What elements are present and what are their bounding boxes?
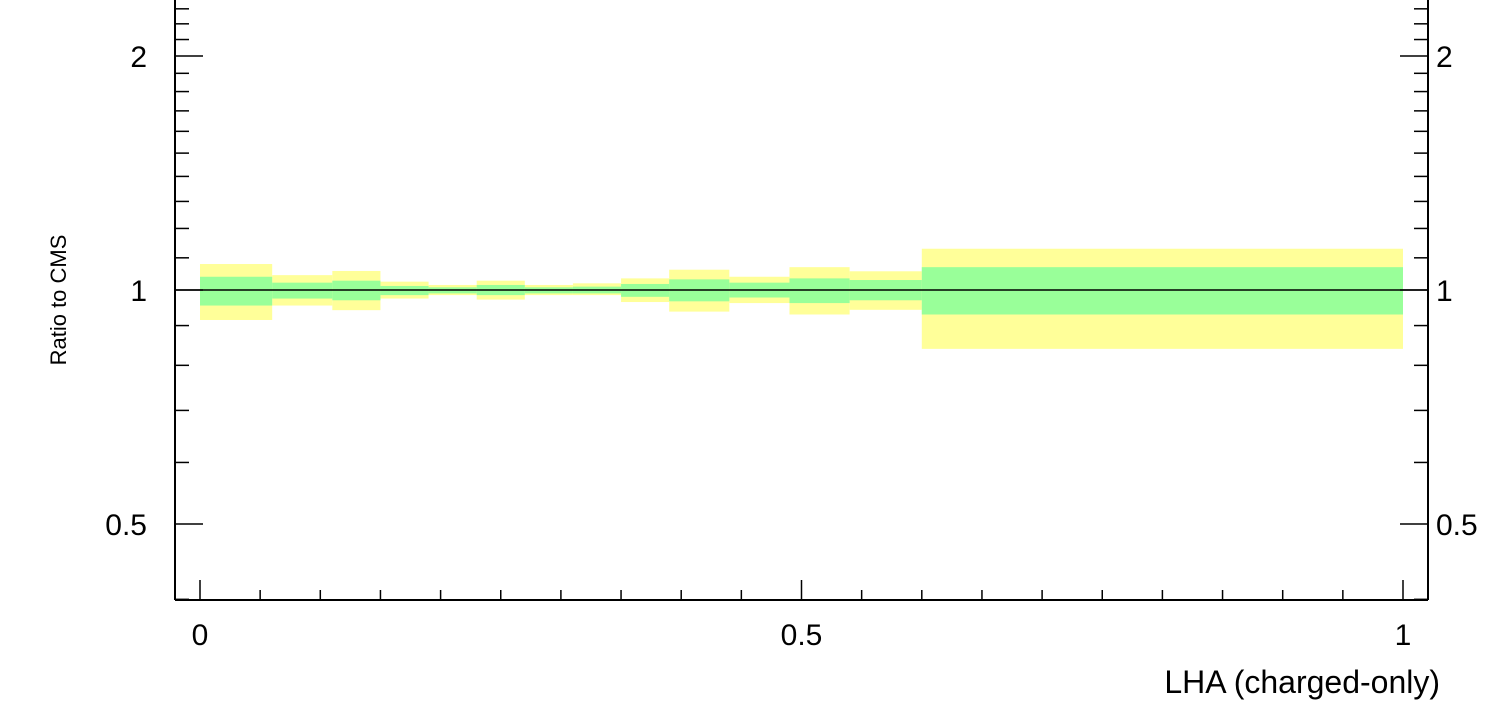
- x-tick-label: 1: [1395, 619, 1412, 652]
- axis-ticks: [175, 8, 1428, 601]
- y-axis-title: Ratio to CMS: [46, 235, 71, 366]
- y-tick-label-left: 0.5: [105, 509, 147, 542]
- y-tick-label-right: 2: [1436, 41, 1453, 74]
- x-axis-title: LHA (charged-only): [1164, 664, 1440, 700]
- tick-labels: 0 0.5 1 0.5 0.5 1 1 2 2: [105, 41, 1477, 652]
- inner-band-bin-13: [921, 267, 1403, 315]
- uncertainty-bands: [200, 248, 1403, 349]
- y-tick-label-right: 1: [1436, 275, 1453, 308]
- y-tick-label-left: 2: [130, 41, 147, 74]
- inner-band-bin-0: [200, 276, 273, 306]
- y-tick-label-left: 1: [130, 275, 147, 308]
- y-tick-label-right: 0.5: [1436, 509, 1478, 542]
- x-tick-label: 0: [192, 619, 209, 652]
- x-tick-label: 0.5: [781, 619, 823, 652]
